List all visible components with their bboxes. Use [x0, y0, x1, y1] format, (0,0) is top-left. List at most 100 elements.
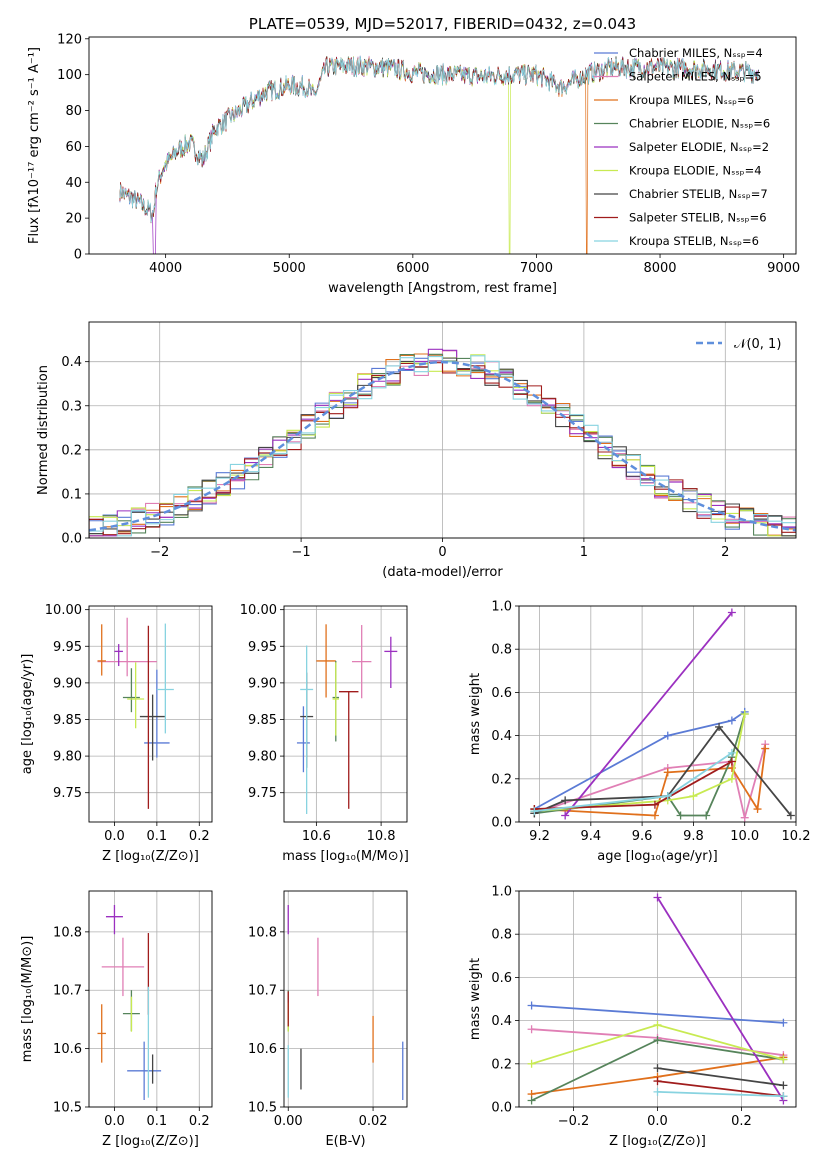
axes-frame	[88, 36, 797, 255]
marker-1	[527, 1025, 536, 1034]
tick-label-y: 0.0	[491, 1101, 512, 1116]
tick-label-x: 1	[580, 545, 588, 560]
tick-label-x: −0.2	[558, 1114, 590, 1129]
tick-label-y: 0.8	[491, 928, 512, 943]
tick-label-x: −2	[150, 545, 169, 560]
marker-6	[561, 796, 570, 805]
tick-label-y: 60	[65, 140, 82, 155]
marker-8	[530, 807, 539, 816]
tick-label-y: 10.8	[248, 925, 277, 940]
weight-series-4	[656, 897, 785, 1101]
tick-label-x: 0.00	[274, 1114, 303, 1129]
marker-5	[653, 1020, 662, 1029]
axes-frame	[283, 605, 408, 823]
axes-frame	[88, 890, 213, 1108]
legend-entry: Salpeter MILES, Nₛₛₚ=5	[629, 70, 762, 84]
axes-frame	[88, 321, 797, 539]
marker-6	[779, 1081, 788, 1090]
marker-7	[650, 800, 659, 809]
histogram-series-4	[89, 348, 796, 538]
tick-label-y: 0.2	[61, 443, 82, 458]
tick-label-x: 0.0	[647, 1114, 668, 1129]
x-axis-label: Z [log₁₀(Z/Z⊙)]	[609, 1134, 706, 1149]
tick-label-y: 9.90	[248, 676, 277, 691]
tick-label-x: 5000	[273, 261, 306, 276]
axes-frame	[88, 605, 213, 823]
tick-label-y: 0.1	[61, 487, 82, 502]
tick-label-y: 10.5	[53, 1101, 82, 1116]
marker-3	[527, 1096, 536, 1105]
tick-label-y: 0	[74, 248, 82, 263]
tick-label-y: 0.4	[491, 729, 512, 744]
chart-title: PLATE=0539, MJD=52017, FIBERID=0432, z=0…	[249, 15, 636, 33]
panel-residuals: −2 −1 0 1 2 0.0 0.1 0.2 0.3 0.4 (data-model)/error…	[36, 321, 797, 580]
tick-label-y: 10.6	[248, 1042, 277, 1057]
tick-label-y: 9.95	[248, 640, 277, 655]
marker-2	[761, 744, 770, 753]
legend-entry: Chabrier MILES, Nₛₛₚ=4	[629, 46, 763, 60]
legend-entry: Salpeter ELODIE, Nₛₛₚ=2	[629, 140, 769, 154]
marker-7	[727, 757, 736, 766]
weight-series-7	[534, 760, 733, 810]
histogram-series-8	[89, 355, 796, 538]
y-axis-label: Flux [fλ10⁻¹⁷ erg cm⁻² s⁻¹ A⁻¹]	[27, 47, 42, 244]
legend-entry: 𝒩(0, 1)	[734, 337, 781, 352]
tick-label-y: 1.0	[491, 885, 512, 900]
tick-label-y: 120	[57, 32, 82, 47]
tick-label-y: 10.5	[248, 1101, 277, 1116]
tick-label-y: 10.00	[240, 603, 277, 618]
marker-0	[663, 731, 672, 740]
panel-spectrum: 4000 5000 6000 7000 8000 9000 0 20 40 60 80 100 120 w…	[27, 15, 800, 296]
x-axis-label: Z [log₁₀(Z/Z⊙)]	[102, 1134, 199, 1149]
tick-label-x: 9000	[767, 261, 800, 276]
x-axis-label: age [log₁₀(age/yr)]	[597, 849, 718, 864]
tick-label-y: 0.6	[491, 686, 512, 701]
tick-label-x: 0.02	[359, 1114, 388, 1129]
tick-label-x: 9.4	[580, 829, 601, 844]
tick-label-y: 9.85	[248, 713, 277, 728]
tick-label-x: 10.2	[782, 829, 811, 844]
legend-entry: Salpeter STELIB, Nₛₛₚ=6	[629, 211, 767, 225]
x-axis-label: mass [log₁₀(M/M⊙)]	[282, 849, 409, 864]
panel-weight_vs_Z: −0.2 0.0 0.2 0.0 0.2 0.4 0.6 0.8 1.0 Z [log₁₀(Z/Z…	[468, 885, 797, 1149]
tick-label-y: 0.8	[491, 643, 512, 658]
weight-series-0	[531, 1004, 784, 1024]
marker-4	[561, 811, 570, 820]
marker-8	[663, 792, 672, 801]
tick-label-x: 10.8	[367, 829, 396, 844]
marker-2	[650, 811, 659, 820]
tick-label-x: 10.6	[302, 829, 331, 844]
y-axis-label: mass weight	[468, 958, 483, 1040]
tick-label-y: 0.0	[61, 532, 82, 547]
panel-weight_vs_age: 9.2 9.4 9.6 9.8 10.0 10.2 0.0 0.2 0.4 0.6 0.8 1.0 ag…	[468, 600, 810, 865]
normal-curve	[89, 360, 796, 532]
tick-label-y: 20	[65, 212, 82, 227]
weight-series-7	[657, 1080, 784, 1098]
tick-label-x: 2	[721, 545, 729, 560]
marker-8	[727, 748, 736, 757]
tick-label-y: 0.4	[491, 1014, 512, 1029]
tick-label-x: 0.1	[147, 1114, 168, 1129]
marker-5	[527, 1059, 536, 1068]
tick-label-y: 80	[65, 104, 82, 119]
marker-0	[527, 1001, 536, 1010]
tick-label-y: 9.75	[53, 786, 82, 801]
tick-label-x: 0.0	[104, 829, 125, 844]
legend-entry: Chabrier ELODIE, Nₛₛₚ=6	[629, 117, 770, 131]
tick-label-x: 6000	[396, 261, 429, 276]
weight-series-2	[534, 748, 767, 817]
tick-label-y: 0.4	[61, 355, 82, 370]
tick-label-x: 0.2	[731, 1114, 752, 1129]
weight-series-4	[564, 611, 733, 817]
tick-label-y: 0.6	[491, 971, 512, 986]
legend-entry: Kroupa ELODIE, Nₛₛₚ=4	[629, 164, 762, 178]
tick-label-x: 9.6	[632, 829, 653, 844]
axes-frame	[283, 890, 408, 1108]
tick-label-x: 7000	[520, 261, 553, 276]
tick-label-y: 0.2	[491, 1057, 512, 1072]
marker-6	[715, 722, 724, 731]
marker-6	[653, 1064, 662, 1073]
tick-label-y: 40	[65, 176, 82, 191]
tick-label-y: 0.2	[491, 772, 512, 787]
